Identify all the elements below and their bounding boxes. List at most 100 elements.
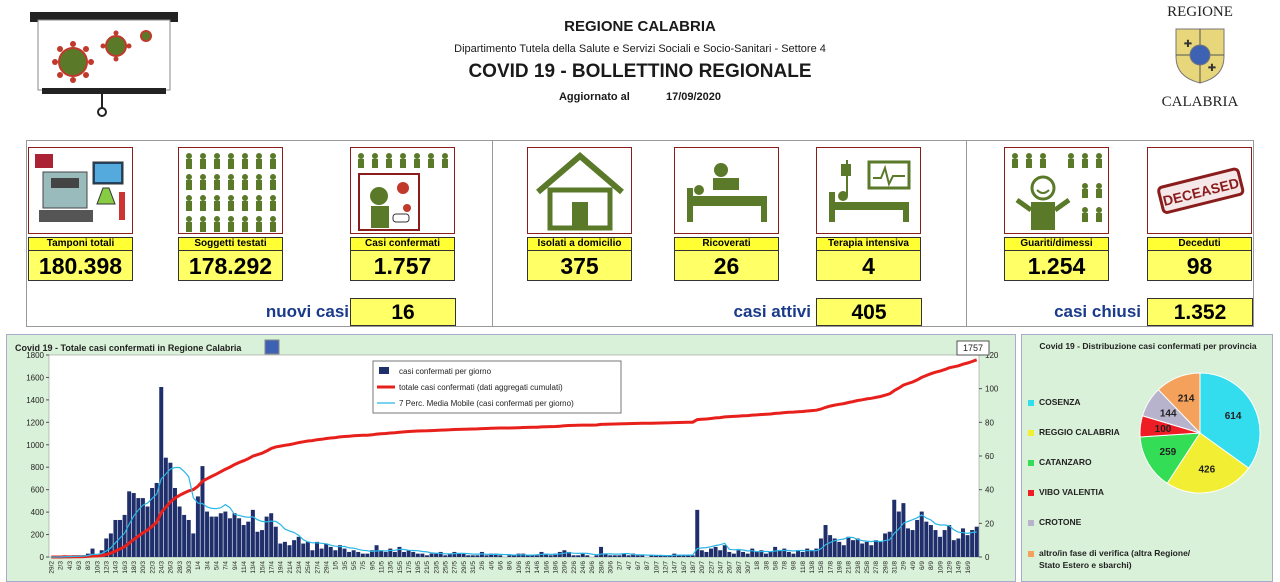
- y-left-tick-label: 1200: [26, 418, 44, 427]
- x-tick-label: 8/3: [85, 561, 92, 570]
- x-tick-label: 31/5: [470, 561, 477, 574]
- x-tick-label: 27/8: [873, 561, 880, 574]
- daily-bar: [278, 543, 283, 557]
- daily-bar: [974, 526, 979, 557]
- x-tick-label: 28/6: [598, 561, 605, 574]
- daily-bar: [947, 525, 952, 557]
- person-body: [214, 159, 220, 169]
- person-icon: [186, 153, 192, 159]
- daily-bar: [892, 499, 897, 557]
- person-icon: [228, 195, 234, 201]
- x-tick-label: 24/6: [580, 561, 587, 574]
- pie-slice: [1166, 432, 1250, 494]
- daily-bar: [424, 555, 429, 557]
- x-tick-label: 4/7: [626, 561, 633, 570]
- daily-bar: [360, 553, 365, 557]
- person-icon: [228, 153, 234, 159]
- pie-title: Covid 19 - Distribuzione casi confermati…: [1039, 341, 1257, 351]
- legend-label-vibo: VIBO VALENTIA: [1039, 487, 1105, 497]
- y-right-tick-label: 0: [985, 553, 990, 562]
- daily-bar: [534, 555, 539, 557]
- x-tick-label: 12/3: [104, 561, 111, 574]
- person-body: [186, 180, 192, 190]
- daily-bar: [621, 553, 626, 557]
- daily-bar: [594, 555, 599, 557]
- daily-bar: [104, 538, 109, 557]
- daily-bar: [750, 548, 755, 557]
- x-tick-label: 20/6: [562, 561, 569, 574]
- daily-bar: [507, 555, 512, 557]
- department-subtitle: Dipartimento Tutela della Salute e Servi…: [454, 43, 826, 55]
- x-tick-label: 10/9: [937, 561, 944, 574]
- daily-bar: [553, 553, 558, 557]
- casi-chiusi-value: 1.352: [1147, 298, 1253, 326]
- daily-bar: [365, 553, 370, 557]
- pie-slice-label: 426: [1198, 465, 1215, 476]
- x-tick-label: 28/3: [177, 561, 184, 574]
- daily-bar: [887, 531, 892, 557]
- daily-bar: [470, 555, 475, 557]
- legend-vibo: VIBO VALENTIA: [1028, 487, 1104, 497]
- x-tick-label: 12/9: [947, 561, 954, 574]
- x-tick-label: 12/7: [662, 561, 669, 574]
- x-tick-label: 9/5: [369, 561, 376, 570]
- daily-bar: [434, 553, 439, 557]
- daily-bar: [869, 545, 874, 557]
- x-tick-label: 23/8: [855, 561, 862, 574]
- cases-chart: 0 200 400 600 800 1000 1200 1400 1600 1800 0 20 40 60…: [26, 339, 999, 574]
- x-tick-label: 14/3: [113, 561, 120, 574]
- person-icon: [214, 216, 220, 222]
- x-tick-label: 12/6: [525, 561, 532, 574]
- x-tick-label: 8/7: [644, 561, 651, 570]
- x-tick-label: 22/6: [571, 561, 578, 574]
- x-tick-label: 17/5: [406, 561, 413, 574]
- person-icon: [228, 216, 234, 222]
- x-tick-label: 24/7: [717, 561, 724, 574]
- daily-bar: [690, 555, 695, 557]
- daily-bar: [475, 555, 480, 557]
- person-body: [242, 201, 248, 211]
- x-tick-label: 4/3: [67, 561, 74, 570]
- section-divider: [492, 141, 493, 327]
- daily-bar: [800, 551, 805, 557]
- daily-bar: [333, 550, 338, 557]
- daily-bar: [915, 519, 920, 557]
- x-tick-label: 1/5: [333, 561, 340, 570]
- person-body: [214, 201, 220, 211]
- daily-bar: [168, 462, 173, 557]
- x-tick-label: 10/3: [94, 561, 101, 574]
- x-tick-label: 3/8: [763, 561, 770, 570]
- daily-bar: [379, 550, 384, 557]
- daily-bar: [227, 518, 232, 557]
- person-icon: [186, 216, 192, 222]
- x-tick-label: 30/6: [607, 561, 614, 574]
- daily-bar: [484, 555, 489, 557]
- pie-slice-label: 259: [1160, 447, 1177, 458]
- card-soggetti: Soggetti testati 178.292: [178, 147, 283, 281]
- legend-label: 7 Perc. Media Mobile (casi confermati pe…: [399, 399, 574, 408]
- updated-label: Aggiornato al: [558, 91, 630, 103]
- daily-bar: [855, 538, 860, 557]
- x-tick-label: 24/3: [159, 561, 166, 574]
- x-tick-label: 3/5: [342, 561, 349, 570]
- x-tick-label: 6/6: [498, 561, 505, 570]
- daily-bar: [709, 548, 713, 557]
- daily-bar: [809, 550, 814, 557]
- daily-bar: [571, 555, 576, 557]
- legend-reggio: REGGIO CALABRIA: [1028, 427, 1120, 437]
- ricoverati-value: 26: [674, 251, 779, 281]
- x-tick-label: 8/9: [928, 561, 935, 570]
- person-body: [270, 201, 276, 211]
- person-icon: [242, 174, 248, 180]
- daily-bar: [654, 555, 659, 557]
- x-tick-label: 19/4: [278, 561, 285, 574]
- chart-legend: casi confermati per giorno totale casi co…: [372, 360, 622, 414]
- x-tick-label: 25/4: [305, 561, 312, 574]
- daily-bar: [356, 551, 361, 557]
- person-icon: [200, 216, 206, 222]
- daily-bar: [447, 553, 452, 557]
- daily-bar: [919, 511, 924, 557]
- card-confermati: Casi confermati 1.757: [350, 147, 455, 281]
- deceduti-value: 98: [1147, 251, 1252, 281]
- daily-bar: [420, 553, 425, 557]
